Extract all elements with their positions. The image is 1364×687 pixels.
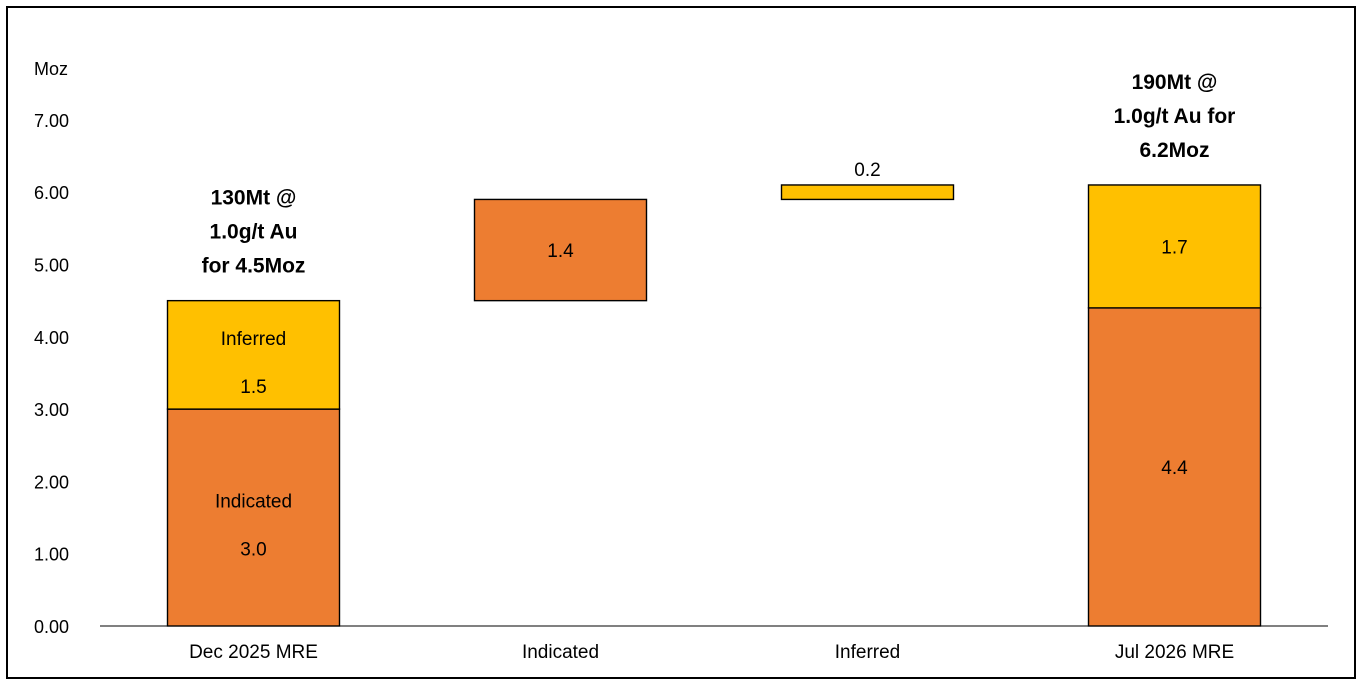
y-axis-ticks: 0.00 1.00 2.00 3.00 4.00 5.00 6.00 7.00 [34,111,69,637]
bar-segment [1087,307,1262,627]
data-label: 1.5 [240,377,266,398]
x-category-label: Inferred [835,642,900,663]
y-tick-label: 6.00 [34,183,69,203]
bar-annotation-line: 130Mt @ [211,187,297,210]
category-labels: Dec 2025 MRE Indicated Inferred Jul 2026 MR… [189,642,1234,663]
data-label: 4.4 [1161,458,1188,479]
chart-frame: Moz 0.00 1.00 2.00 3.00 4.00 5.00 6.00 7.00 Ind… [6,6,1356,679]
bar-segment [166,408,341,627]
segment-name-label: Indicated [215,492,292,513]
bars-group: Indicated 3.0 Inferred 1.5 1.4 0.2 4.4 1.7 [166,160,1262,627]
x-category-label: Indicated [522,642,599,663]
bar-segment [166,299,341,410]
segment-name-label: Inferred [221,329,286,350]
bar-annotation-line: 6.2Moz [1139,139,1209,162]
data-label: 0.2 [854,160,880,181]
data-label: 3.0 [240,540,266,561]
y-tick-label: 2.00 [34,472,69,492]
bar-segment [780,184,955,201]
data-label: 1.4 [547,241,574,262]
bar-annotation-line: 1.0g/t Au [210,221,298,244]
bar-annotation-line: 190Mt @ [1132,71,1218,94]
bar-segment [1087,184,1262,309]
data-label: 1.7 [1161,237,1187,258]
y-tick-label: 4.00 [34,328,69,348]
y-tick-label: 0.00 [34,617,69,637]
x-category-label: Dec 2025 MRE [189,642,318,663]
annotations: 130Mt @ 1.0g/t Au for 4.5Moz 190Mt @ 1.0g/t … [202,71,1236,278]
y-tick-label: 7.00 [34,111,69,131]
waterfall-chart: Moz 0.00 1.00 2.00 3.00 4.00 5.00 6.00 7.00 Ind… [34,59,1328,663]
y-axis-unit-label: Moz [34,59,68,79]
y-tick-label: 1.00 [34,545,69,565]
y-tick-label: 3.00 [34,400,69,420]
bar-annotation-line: 1.0g/t Au for [1114,105,1236,128]
x-category-label: Jul 2026 MRE [1115,642,1234,663]
bar-annotation-line: for 4.5Moz [202,255,306,278]
y-tick-label: 5.00 [34,256,69,276]
bar-segment [473,198,648,302]
